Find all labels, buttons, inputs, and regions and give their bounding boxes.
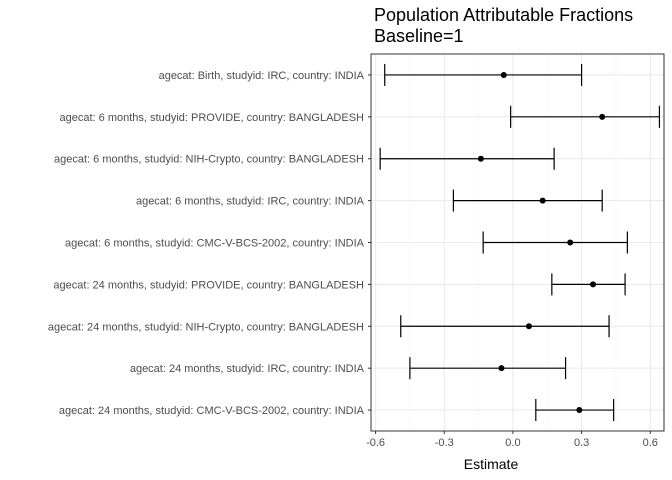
estimate-point [500, 71, 507, 78]
estimate-point [525, 323, 532, 330]
estimate-point [599, 113, 606, 120]
x-axis-title: Estimate [464, 456, 519, 472]
chart-title: Population Attributable Fractions [374, 5, 633, 25]
y-tick-label: agecat: 6 months, studyid: NIH-Crypto, c… [54, 154, 364, 166]
y-tick-label: agecat: 24 months, studyid: NIH-Crypto, … [48, 321, 364, 333]
forest-row [452, 189, 603, 212]
estimate-point [498, 365, 505, 372]
y-tick-label: agecat: 24 months, studyid: PROVIDE, cou… [53, 279, 364, 291]
y-tick-label: agecat: 24 months, studyid: CMC-V-BCS-20… [59, 405, 365, 417]
y-tick-label: agecat: 6 months, studyid: CMC-V-BCS-200… [65, 238, 365, 250]
chart-subtitle: Baseline=1 [374, 26, 464, 46]
y-tick-label: agecat: 6 months, studyid: IRC, country:… [136, 196, 365, 208]
forest-row [379, 147, 555, 170]
estimate-point [477, 155, 484, 162]
x-tick-label: 0.0 [505, 437, 520, 449]
forest-row [535, 399, 615, 422]
forest-row [384, 63, 583, 86]
forest-row [482, 231, 628, 254]
x-tick-label: -0.3 [435, 437, 454, 449]
x-tick-label: 0.6 [643, 437, 658, 449]
y-tick-label: agecat: Birth, studyid: IRC, country: IN… [159, 70, 365, 82]
estimate-point [590, 281, 597, 288]
forest-row [510, 105, 661, 128]
y-tick-label: agecat: 6 months, studyid: PROVIDE, coun… [60, 112, 365, 124]
x-tick-label: 0.3 [574, 437, 589, 449]
estimate-point [539, 197, 546, 204]
panel-border [370, 53, 665, 432]
x-tick-label: -0.6 [366, 437, 385, 449]
forest-row [400, 315, 610, 338]
forest-row [409, 357, 567, 380]
estimate-point [567, 239, 574, 246]
forest-row [551, 273, 626, 296]
y-tick-label: agecat: 24 months, studyid: IRC, country… [130, 363, 365, 375]
estimate-point [576, 407, 583, 414]
plot-area: agecat: Birth, studyid: IRC, country: IN… [48, 53, 665, 449]
